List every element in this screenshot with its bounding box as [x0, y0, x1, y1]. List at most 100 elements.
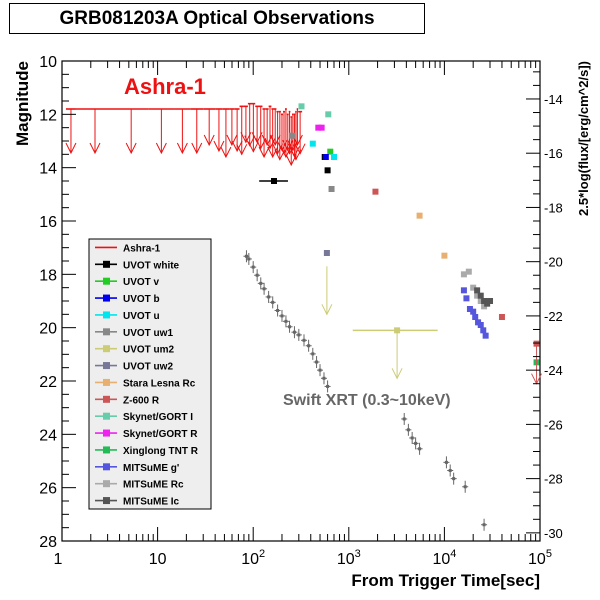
legend-marker	[103, 311, 110, 319]
data-point	[322, 154, 329, 160]
legend-marker	[103, 362, 110, 370]
data-point	[416, 212, 423, 219]
legend-label: MITSuME g'	[123, 463, 179, 474]
legend-item: Stara Lesna Rc	[95, 378, 196, 389]
xrt-point	[302, 338, 306, 342]
annotation-layer: Ashra-1 Swift XRT (0.3~10keV)	[124, 74, 451, 409]
legend-marker	[103, 277, 110, 285]
data-point	[460, 271, 467, 278]
y-tick-label: 24	[39, 427, 57, 444]
ashra-limit-arrow-head	[89, 142, 101, 155]
data-point	[465, 268, 472, 275]
data-point	[480, 327, 487, 334]
legend-item: UVOT um2	[95, 345, 175, 356]
legend-label: Ashra-1	[123, 243, 161, 254]
ashra-limit-arrow-head	[176, 142, 188, 155]
series-mitsume-g-	[460, 287, 489, 339]
data-point	[315, 124, 322, 131]
data-point	[470, 308, 477, 315]
legend-item: UVOT white	[95, 260, 180, 271]
legend-label: MITSuME Ic	[123, 497, 180, 508]
y2-tick-label: -26	[544, 417, 563, 432]
data-point	[324, 167, 331, 174]
ashra-limit-arrow-head	[285, 154, 297, 167]
legend-label: UVOT uw2	[123, 362, 173, 373]
x-tick-label: 103	[337, 548, 361, 568]
data-point	[463, 295, 470, 302]
ashra-limit-arrow-head	[294, 143, 306, 155]
y2-tick-label: -14	[544, 92, 563, 107]
data-point	[372, 188, 379, 195]
y2-tick-label: -24	[544, 363, 563, 378]
legend-marker	[103, 429, 110, 437]
series-skynet-gort-r	[315, 124, 325, 131]
data-point	[481, 303, 488, 310]
legend-label: Xinglong TNT R	[123, 446, 199, 457]
xrt-point	[414, 441, 418, 445]
y2-tick-label: -20	[544, 255, 563, 270]
data-point	[466, 306, 473, 312]
legend-label: UVOT u	[123, 311, 160, 322]
legend-marker	[103, 294, 110, 302]
series-stara-lesna-rc	[416, 212, 448, 259]
legend-label: Stara Lesna Rc	[123, 378, 196, 389]
data-point	[318, 124, 325, 131]
xrt-point	[247, 257, 251, 261]
y-tick-label: 26	[39, 481, 57, 498]
series-uvot-v	[327, 148, 334, 155]
ashra-limit-arrow-head	[236, 144, 248, 156]
xrt-point	[262, 287, 266, 291]
data-point	[474, 287, 481, 294]
legend-label: MITSuME Rc	[123, 480, 184, 491]
xrt-point	[311, 352, 315, 356]
xrt-point	[448, 468, 452, 472]
y2-tick-label: -28	[544, 472, 563, 487]
data-point	[309, 140, 316, 147]
legend: Ashra-1 UVOT white UVOT v UVOT b UVOT u UVOT …	[88, 238, 212, 510]
axes-layer: 1 10 102 103 104 105 10 12 14 16 18 20 22 24 26 28 -14 -1…	[13, 54, 591, 590]
data-point	[441, 252, 448, 259]
ashra-limit-arrow-head	[247, 141, 259, 153]
data-point	[460, 287, 467, 294]
data-point	[472, 314, 479, 320]
legend-item: MITSuME Ic	[95, 497, 180, 508]
data-point	[474, 292, 481, 299]
xrt-point	[326, 384, 330, 388]
xrt-point	[410, 436, 414, 440]
legend-label: Z-600 R	[123, 395, 160, 406]
um2-upper-limits	[321, 266, 438, 380]
legend-item: MITSuME Rc	[95, 480, 184, 491]
xrt-point	[406, 428, 410, 432]
ashra-annotation: Ashra-1	[124, 74, 206, 99]
ashra-limit-arrow-head	[155, 142, 167, 155]
legend-marker	[103, 260, 110, 268]
data-point	[477, 322, 484, 328]
x-tick-label: 105	[528, 548, 552, 568]
legend-item: Xinglong TNT R	[95, 446, 199, 457]
legend-item: Ashra-1	[95, 243, 161, 254]
xrt-point	[482, 523, 486, 527]
ashra-limit-arrow-head	[220, 146, 232, 159]
xrt-point	[267, 295, 271, 299]
data-point	[330, 154, 337, 160]
legend-marker	[103, 480, 110, 488]
legend-label: UVOT b	[123, 294, 160, 305]
ashra-limit-arrow-head	[269, 134, 281, 147]
y2-axis-label: 2.5*log(flux/[erg/cm^2/s])	[576, 61, 591, 216]
y-tick-label: 18	[39, 267, 57, 284]
data-point	[289, 132, 296, 139]
data-point	[481, 298, 488, 304]
data-point	[477, 298, 484, 304]
legend-marker	[103, 378, 110, 386]
um2-arrow-head	[321, 304, 333, 316]
series-uvot-uw2	[323, 250, 330, 256]
legend-item: UVOT uw2	[95, 362, 173, 373]
xrt-point	[259, 281, 263, 285]
legend-item: Z-600 R	[95, 395, 160, 406]
legend-item: UVOT v	[95, 277, 160, 288]
x-tick-label: 104	[432, 548, 456, 568]
ashra-limit-arrow-head	[213, 140, 225, 153]
y-tick-label: 16	[39, 214, 57, 231]
xrt-point	[288, 325, 292, 329]
